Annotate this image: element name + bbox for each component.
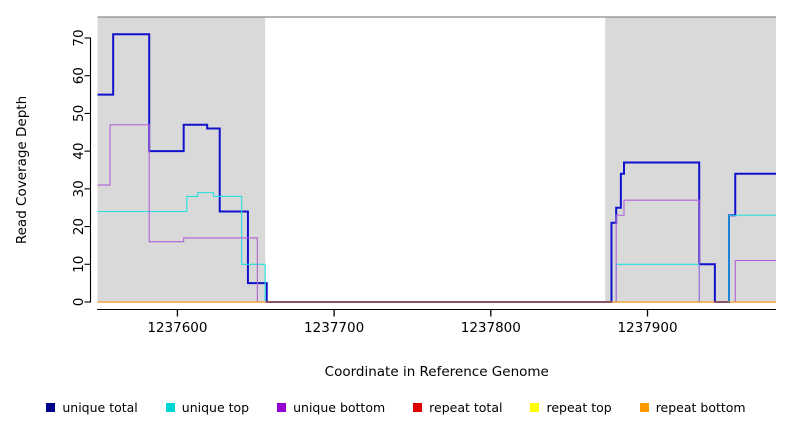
- legend-item-unique-total: unique total: [46, 399, 138, 415]
- legend-item-repeat-top: repeat top: [530, 399, 612, 415]
- chart-legend: unique total unique top unique bottom repea…: [0, 396, 792, 418]
- y-tick-label-30: 30: [71, 180, 87, 197]
- legend-label: unique total: [62, 399, 138, 415]
- legend-swatch-icon-unique-bottom: [277, 402, 287, 412]
- y-axis-title: Read Coverage Depth: [14, 96, 30, 244]
- legend-label: repeat bottom: [655, 399, 746, 415]
- legend-swatch-icon-repeat-top: [530, 402, 540, 412]
- x-tick-label-1237700: 1237700: [304, 320, 364, 336]
- x-tick-label-1237600: 1237600: [147, 320, 207, 336]
- legend-label: repeat top: [546, 399, 612, 415]
- x-tick-label-1237800: 1237800: [461, 320, 521, 336]
- legend-label: unique bottom: [293, 399, 386, 415]
- y-tick-label-10: 10: [71, 256, 87, 273]
- y-tick-label-0: 0: [71, 298, 87, 307]
- y-tick-label-50: 50: [71, 105, 87, 122]
- series-unique-total: [97, 33, 776, 303]
- x-tick-label-1237900: 1237900: [617, 320, 677, 336]
- legend-item-unique-bottom: unique bottom: [277, 400, 385, 415]
- legend-label: repeat total: [429, 399, 503, 415]
- legend-item-repeat-bottom: repeat bottom: [639, 399, 746, 415]
- legend-label: unique top: [181, 399, 250, 415]
- legend-item-unique-top: unique top: [165, 399, 250, 415]
- y-tick-label-20: 20: [71, 218, 87, 235]
- shaded-band-1: [605, 17, 776, 303]
- x-axis-title: Coordinate in Reference Genome: [325, 364, 549, 380]
- y-tick-label-40: 40: [71, 143, 87, 160]
- shaded-band-0: [97, 17, 266, 303]
- legend-item-repeat-total: repeat total: [413, 400, 502, 415]
- legend-swatch-icon-repeat-bottom: [639, 402, 649, 412]
- y-tick-label-70: 70: [71, 29, 87, 46]
- legend-swatch-icon-repeat-total: [413, 402, 423, 412]
- legend-swatch-icon-unique-top: [165, 402, 175, 412]
- y-tick-label-60: 60: [71, 67, 87, 84]
- legend-swatch-icon-unique-total: [46, 402, 56, 412]
